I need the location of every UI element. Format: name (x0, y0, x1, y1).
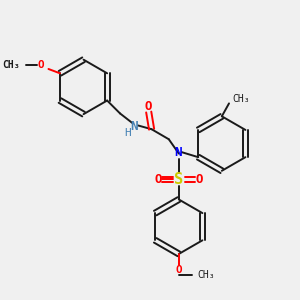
Text: O: O (176, 265, 182, 275)
Text: O: O (196, 173, 203, 186)
Text: N: N (130, 120, 138, 134)
Text: S: S (174, 172, 183, 187)
Text: CH₃: CH₃ (197, 270, 215, 280)
Text: N: N (175, 146, 182, 159)
Text: CH₃: CH₃ (232, 94, 250, 103)
Text: H: H (124, 128, 131, 138)
Text: O: O (38, 60, 45, 70)
Text: O: O (145, 100, 152, 113)
Text: CH₃: CH₃ (2, 60, 20, 70)
Text: O: O (154, 173, 162, 186)
